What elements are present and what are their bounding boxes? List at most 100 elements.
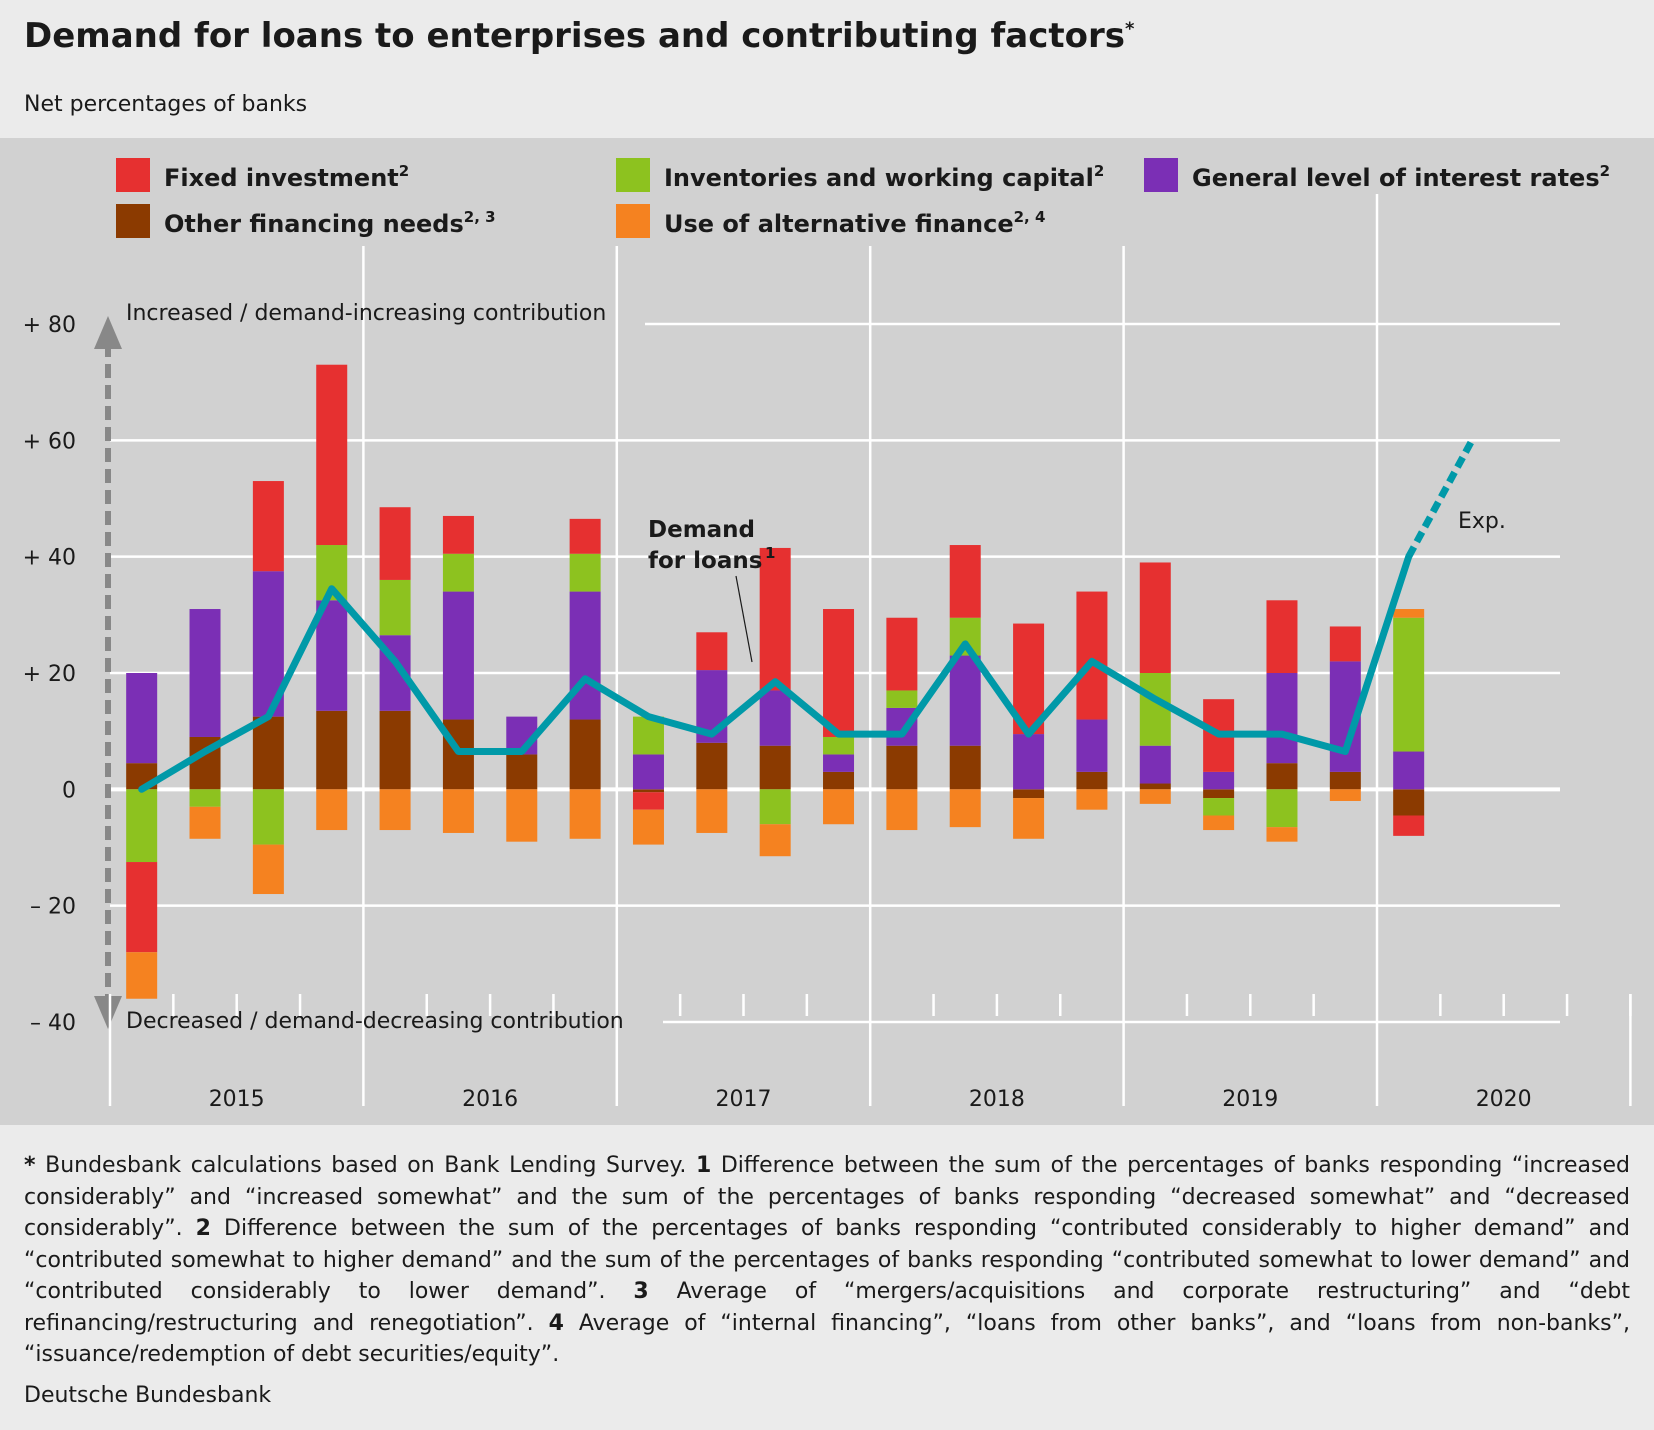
bar-segment-other — [823, 771, 855, 790]
legend-label-sup: 2, 4 — [1014, 208, 1046, 226]
x-year-label: 2015 — [209, 1087, 265, 1112]
bar-segment-alternative — [442, 789, 474, 833]
bar-segment-other — [949, 745, 981, 790]
bar-segment-other — [886, 745, 918, 790]
y-tick-label: 0 — [62, 778, 76, 803]
bar-segment-alternative — [126, 952, 158, 999]
bar-segment-inventories — [1393, 617, 1425, 752]
bar-segment-inventories — [442, 553, 474, 592]
bar-segment-other — [1329, 771, 1361, 790]
bar-segment-interest — [569, 591, 601, 720]
bar-segment-fixed — [1329, 626, 1361, 662]
bar-segment-alternative — [1266, 827, 1298, 842]
bar-segment-fixed — [1266, 600, 1298, 673]
footnote-star-marker: * — [24, 1153, 36, 1178]
bar-segment-other — [316, 710, 348, 790]
bar-segment-inventories — [886, 690, 918, 708]
bar-segment-alternative — [252, 844, 284, 895]
bar-segment-other — [759, 745, 791, 790]
x-year-label: 2020 — [1476, 1087, 1532, 1112]
bar-segment-fixed — [759, 547, 791, 691]
bar-segment-fixed — [126, 862, 158, 953]
bar-segment-other — [1393, 789, 1425, 816]
bar-segment-interest — [759, 690, 791, 746]
legend-swatch-alternative — [616, 204, 650, 238]
bar-segment-fixed — [379, 507, 411, 580]
footnote-2-marker: 2 — [195, 1216, 211, 1241]
legend-swatch-inventories — [616, 158, 650, 192]
bar-segment-interest — [1139, 745, 1171, 784]
y-tick-label: + 40 — [23, 546, 76, 571]
bottom-arrow-label: Decreased / demand-decreasing contributi… — [126, 1009, 624, 1034]
y-tick-label: + 20 — [23, 662, 76, 687]
legend-label-sup: 2, 3 — [464, 208, 496, 226]
footnote-2-text: Difference between the sum of the percen… — [24, 1216, 1630, 1304]
bar-segment-fixed — [442, 515, 474, 554]
bar-segment-inventories — [252, 789, 284, 845]
legend-swatch-other — [116, 204, 150, 238]
direction-arrow — [94, 316, 122, 1029]
bar-segment-alternative — [1329, 789, 1361, 801]
bar-segment-other — [506, 754, 538, 790]
legend-swatch-interest — [1144, 158, 1178, 192]
bar-segment-alternative — [949, 789, 981, 828]
y-tick-label: – 20 — [30, 895, 76, 920]
bar-segment-interest — [316, 600, 348, 711]
bar-segment-fixed — [632, 792, 664, 810]
legend-label-other: Other financing needs2, 3 — [164, 208, 496, 238]
bar-segment-inventories — [189, 789, 221, 807]
expected-dashed-line — [1405, 438, 1476, 559]
x-year-label: 2019 — [1222, 1087, 1278, 1112]
bar-segment-other — [1203, 789, 1235, 799]
demand-line-label-sup: 1 — [765, 544, 775, 562]
bar-segment-inventories — [1139, 673, 1171, 746]
bar-segment-alternative — [379, 789, 411, 831]
source-note: Deutsche Bundesbank — [24, 1383, 272, 1408]
bar-segment-alternative — [823, 789, 855, 825]
bar-segment-other — [1013, 789, 1045, 799]
bar-segment-fixed — [949, 545, 981, 618]
bar-segment-interest — [823, 754, 855, 772]
bar-segment-interest — [126, 673, 158, 764]
bar-segment-alternative — [1013, 798, 1045, 839]
legend-label-interest: General level of interest rates2 — [1192, 162, 1610, 192]
bar-segment-fixed — [696, 632, 728, 671]
y-axis-ticks: – 40 – 20 0 + 20 + 40 + 60 + 80 — [23, 313, 76, 1036]
demand-label-leader — [735, 575, 753, 663]
bar-segment-fixed — [252, 481, 284, 572]
demand-line-label-2: for loans — [648, 548, 762, 574]
bar-segment-interest — [1076, 719, 1108, 772]
x-year-label: 2017 — [716, 1087, 772, 1112]
bar-segment-fixed — [316, 364, 348, 546]
bar-segment-alternative — [632, 809, 664, 845]
bar-segment-alternative — [1203, 815, 1235, 831]
bar-segment-alternative — [1076, 789, 1108, 810]
bar-segment-other — [379, 710, 411, 790]
bar-segment-alternative — [759, 824, 791, 857]
down-arrow-head — [94, 996, 122, 1029]
chart-subtitle: Net percentages of banks — [24, 92, 308, 117]
bar-segment-other — [1139, 783, 1171, 790]
bar-segment-other — [1076, 771, 1108, 790]
x-axis: 2015 2016 2017 2018 2019 2020 — [108, 994, 1632, 1112]
y-tick-label: + 60 — [23, 429, 76, 454]
up-arrow-head — [94, 316, 122, 349]
bar-segment-fixed — [1393, 815, 1425, 836]
footnote-3-marker: 3 — [633, 1279, 649, 1304]
bars — [126, 364, 1425, 999]
legend-label-fixed: Fixed investment2 — [164, 162, 409, 192]
legend-label-alternative: Use of alternative finance2, 4 — [664, 208, 1045, 238]
bar-segment-interest — [1266, 673, 1298, 764]
bar-segment-interest — [442, 591, 474, 720]
bar-segment-other — [1266, 763, 1298, 790]
bar-segment-alternative — [189, 806, 221, 839]
footnote-4-marker: 4 — [548, 1310, 564, 1336]
chart-area: – 40 – 20 0 + 20 + 40 + 60 + 80 Increased / dem… — [0, 138, 1654, 1125]
legend-label-sup: 2 — [399, 162, 409, 180]
bar-segment-fixed — [1076, 591, 1108, 720]
bar-segment-inventories — [1203, 798, 1235, 816]
bar-segment-alternative — [1139, 789, 1171, 804]
year-separators — [362, 194, 1379, 1106]
bar-segment-fixed — [886, 617, 918, 691]
title-footnote-marker: * — [1125, 18, 1135, 40]
